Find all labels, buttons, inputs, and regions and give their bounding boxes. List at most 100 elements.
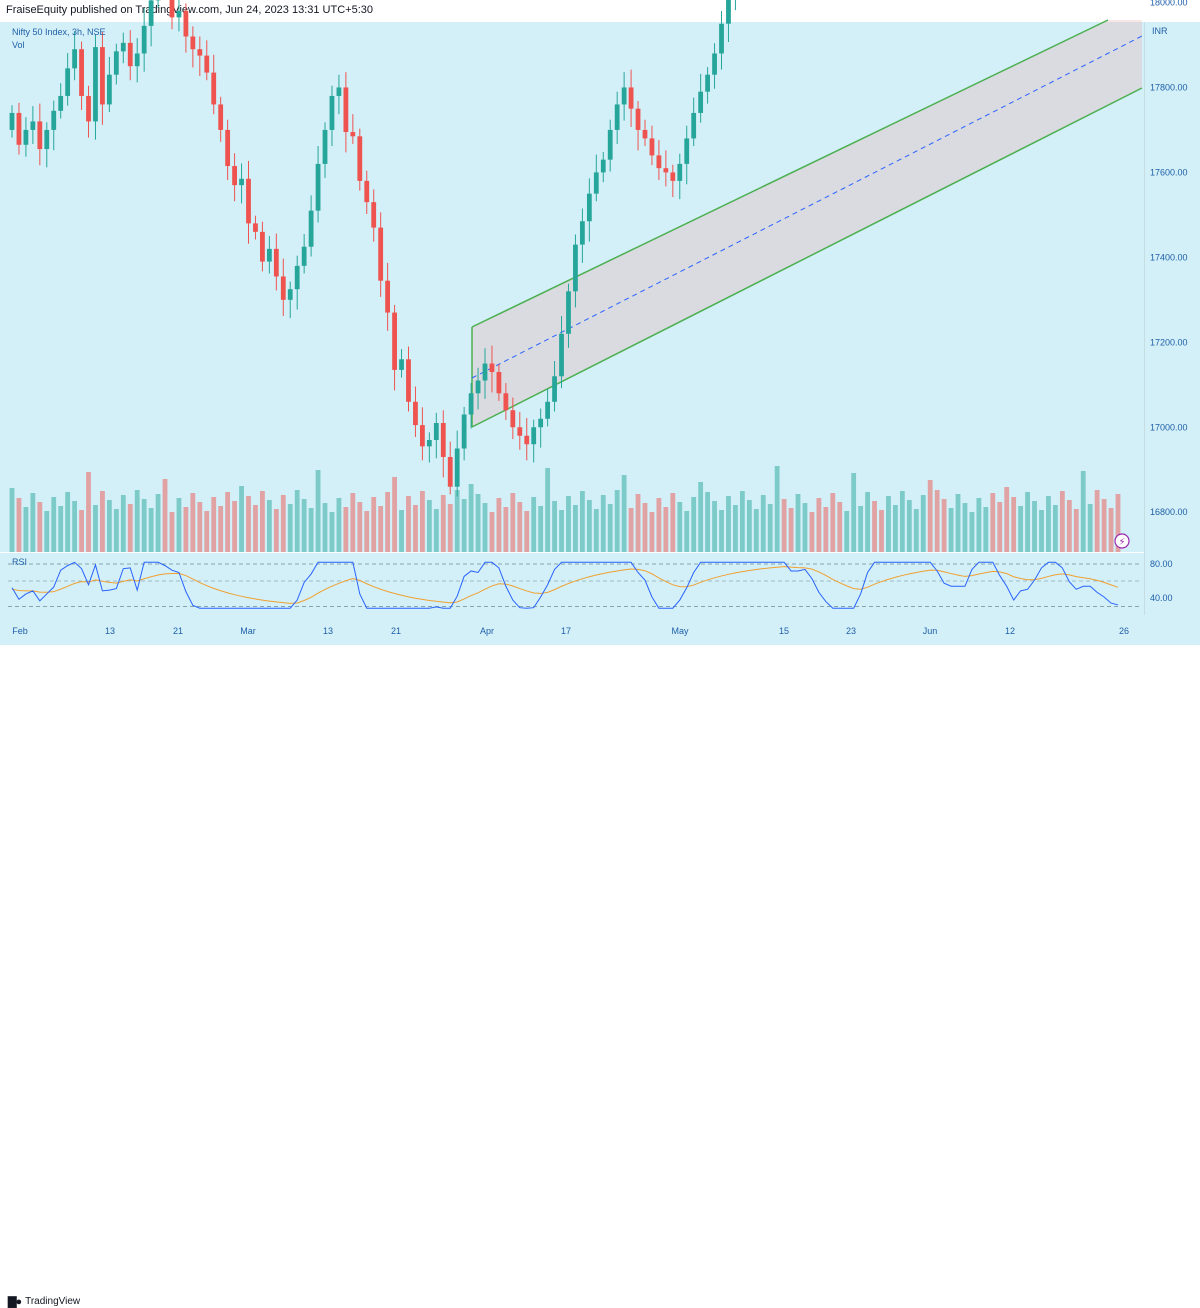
candle-body[interactable] (197, 49, 202, 55)
candle-body[interactable] (608, 130, 613, 160)
candle-body[interactable] (253, 223, 258, 231)
candle-body[interactable] (239, 179, 244, 185)
candle-body[interactable] (650, 138, 655, 155)
candle-body[interactable] (552, 376, 557, 401)
candle-body[interactable] (225, 130, 230, 166)
candle-body[interactable] (434, 423, 439, 440)
candle-body[interactable] (218, 104, 223, 129)
candle-body[interactable] (497, 372, 502, 393)
candle-body[interactable] (587, 194, 592, 222)
candle-body[interactable] (573, 245, 578, 292)
candle-body[interactable] (281, 276, 286, 299)
channel-upper-line[interactable] (472, 20, 1108, 327)
candle-body[interactable] (350, 132, 355, 136)
candle-body[interactable] (531, 427, 536, 444)
candle-body[interactable] (24, 130, 29, 145)
candle-body[interactable] (406, 359, 411, 401)
candle-body[interactable] (79, 49, 84, 96)
candle-body[interactable] (538, 419, 543, 427)
candle-body[interactable] (510, 410, 515, 427)
candle-body[interactable] (413, 402, 418, 425)
candle-body[interactable] (288, 289, 293, 300)
tradingview-logo[interactable]: ▇● TradingView (8, 1295, 80, 1308)
candle-body[interactable] (149, 0, 154, 25)
candle-body[interactable] (295, 266, 300, 289)
candle-body[interactable] (121, 43, 126, 51)
candle-body[interactable] (177, 11, 182, 17)
candle-body[interactable] (503, 393, 508, 410)
candle-body[interactable] (309, 211, 314, 247)
candle-body[interactable] (448, 457, 453, 487)
candle-body[interactable] (385, 281, 390, 313)
candle-body[interactable] (371, 202, 376, 227)
candle-body[interactable] (705, 75, 710, 92)
candle-body[interactable] (462, 415, 467, 449)
candle-body[interactable] (330, 96, 335, 130)
candle-body[interactable] (580, 221, 585, 244)
candle-body[interactable] (58, 96, 63, 111)
candle-body[interactable] (545, 402, 550, 419)
candle-body[interactable] (65, 68, 70, 96)
candle-body[interactable] (274, 249, 279, 277)
candle-body[interactable] (357, 136, 362, 181)
candle-body[interactable] (566, 291, 571, 333)
candle-body[interactable] (316, 164, 321, 211)
candle-body[interactable] (420, 425, 425, 446)
candle-body[interactable] (246, 179, 251, 224)
candle-body[interactable] (476, 381, 481, 394)
symbol-label[interactable]: Nifty 50 Index, 3h, NSE (12, 26, 106, 39)
candle-body[interactable] (712, 53, 717, 74)
candle-body[interactable] (51, 111, 56, 130)
candle-body[interactable] (636, 109, 641, 130)
candle-body[interactable] (490, 364, 495, 372)
candle-body[interactable] (93, 47, 98, 121)
candle-body[interactable] (524, 436, 529, 444)
candle-body[interactable] (441, 423, 446, 457)
candle-body[interactable] (663, 168, 668, 172)
candle-body[interactable] (657, 155, 662, 168)
volume-label[interactable]: Vol (12, 39, 106, 52)
candle-body[interactable] (469, 393, 474, 414)
candle-body[interactable] (114, 51, 119, 74)
candle-body[interactable] (30, 121, 35, 129)
candle-body[interactable] (323, 130, 328, 164)
candle-body[interactable] (232, 166, 237, 185)
candle-body[interactable] (559, 334, 564, 376)
candle-body[interactable] (190, 36, 195, 49)
candle-body[interactable] (726, 0, 731, 24)
candle-body[interactable] (107, 75, 112, 105)
candle-body[interactable] (100, 47, 105, 104)
candle-body[interactable] (211, 73, 216, 105)
channel-lower-line[interactable] (472, 88, 1142, 427)
candle-body[interactable] (170, 0, 175, 17)
candle-body[interactable] (183, 11, 188, 36)
candle-body[interactable] (37, 121, 42, 149)
candle-body[interactable] (44, 130, 49, 149)
candle-body[interactable] (267, 249, 272, 262)
candle-body[interactable] (128, 43, 133, 66)
candle-body[interactable] (601, 160, 606, 173)
candle-body[interactable] (72, 49, 77, 68)
rsi-label[interactable]: RSI (12, 557, 27, 567)
candle-body[interactable] (594, 172, 599, 193)
candle-body[interactable] (399, 359, 404, 370)
candle-body[interactable] (622, 87, 627, 104)
candle-body[interactable] (392, 313, 397, 370)
candle-body[interactable] (204, 56, 209, 73)
candle-body[interactable] (684, 138, 689, 163)
candle-body[interactable] (142, 26, 147, 54)
candle-body[interactable] (455, 448, 460, 486)
candle-body[interactable] (719, 24, 724, 54)
candle-body[interactable] (364, 181, 369, 202)
candle-body[interactable] (10, 113, 15, 130)
candle-body[interactable] (691, 113, 696, 138)
candle-body[interactable] (86, 96, 91, 121)
candle-body[interactable] (427, 440, 432, 446)
candle-body[interactable] (517, 427, 522, 435)
candle-body[interactable] (378, 228, 383, 281)
candle-body[interactable] (629, 87, 634, 108)
candle-body[interactable] (337, 87, 342, 95)
candle-body[interactable] (343, 87, 348, 132)
candle-body[interactable] (677, 164, 682, 181)
candle-body[interactable] (260, 232, 265, 262)
